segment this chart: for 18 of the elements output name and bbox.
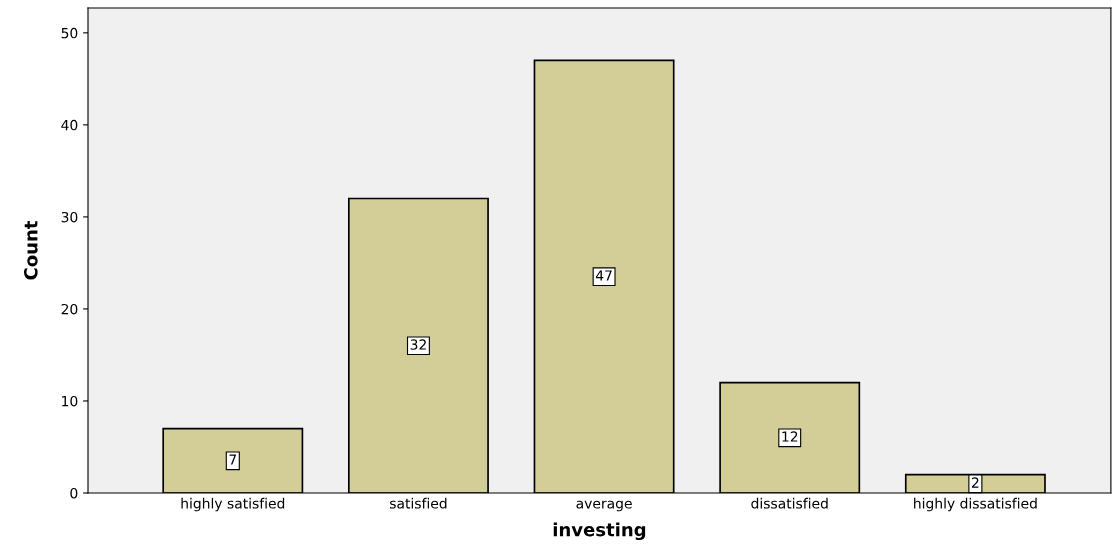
data-label: 47 <box>595 270 612 281</box>
y-tick-label: 20 <box>61 303 78 315</box>
y-tick-label: 40 <box>61 119 78 131</box>
x-axis-title: investing <box>553 522 646 541</box>
x-tick-label: average <box>576 500 632 512</box>
data-label: 7 <box>229 454 237 465</box>
data-label: 32 <box>410 339 426 350</box>
data-label: 2 <box>971 477 979 488</box>
x-tick-label: highly satisfied <box>181 497 285 512</box>
y-tick-label: 0 <box>70 487 78 499</box>
data-label: 12 <box>782 431 798 442</box>
y-tick-label: 30 <box>61 211 78 223</box>
x-tick-label: satisfied <box>390 497 447 509</box>
x-tick-label: dissatisfied <box>751 497 828 509</box>
x-tick-label: highly dissatisfied <box>914 497 1037 512</box>
y-tick-label: 10 <box>62 395 78 407</box>
y-tick-label: 50 <box>61 27 78 39</box>
y-axis-title: Count <box>24 220 38 280</box>
